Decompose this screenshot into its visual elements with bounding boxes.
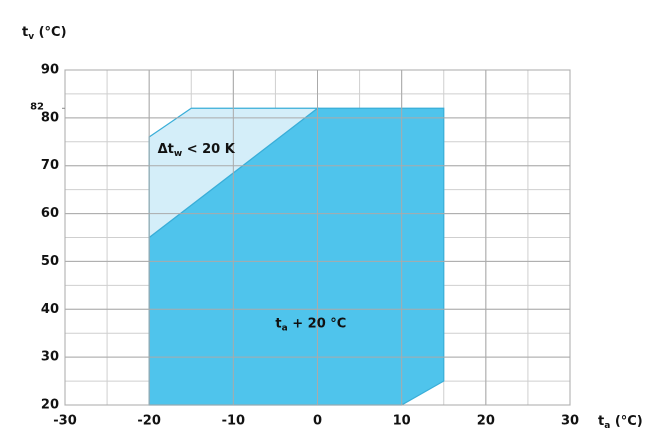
x-tick-label: 30 [561,414,579,429]
x-tick-label: -10 [222,414,246,429]
y-tick-label: 82 [30,101,44,112]
x-axis-label-main: t [598,414,604,429]
y-axis-label-sub: v [28,32,34,42]
x-axis-label: ta (°C) [598,414,643,431]
x-tick-label: 0 [313,414,322,429]
x-tick-label: -20 [137,414,161,429]
y-axis-label-rest: (°C) [34,25,66,40]
x-tick-label: 10 [393,414,411,429]
y-tick-label: 90 [41,63,59,78]
annotation: ta + 20 °C [275,316,346,333]
x-tick-label: 20 [477,414,495,429]
annotation-rest: + 20 °C [288,316,347,331]
annotation-main: Δt [158,141,174,156]
y-axis-label-main: t [22,25,28,40]
x-axis-label-rest: (°C) [610,414,642,429]
annotation-rest: < 20 K [182,141,236,156]
y-tick-label: 30 [41,350,59,365]
annotation-sub: w [174,148,182,158]
y-tick-label: 80 [41,110,59,125]
x-axis-label-sub: a [604,421,610,431]
y-tick-label: 60 [41,206,59,221]
annotation-sub: a [282,323,288,333]
y-axis-label: tv (°C) [22,25,67,42]
y-tick-label: 70 [41,158,59,173]
x-tick-label: -30 [53,414,77,429]
y-tick-label: 40 [41,302,59,317]
y-tick-label: 20 [41,398,59,413]
annotation: Δtw < 20 K [158,141,236,158]
annotation-main: t [275,316,281,331]
y-tick-label: 50 [41,254,59,269]
